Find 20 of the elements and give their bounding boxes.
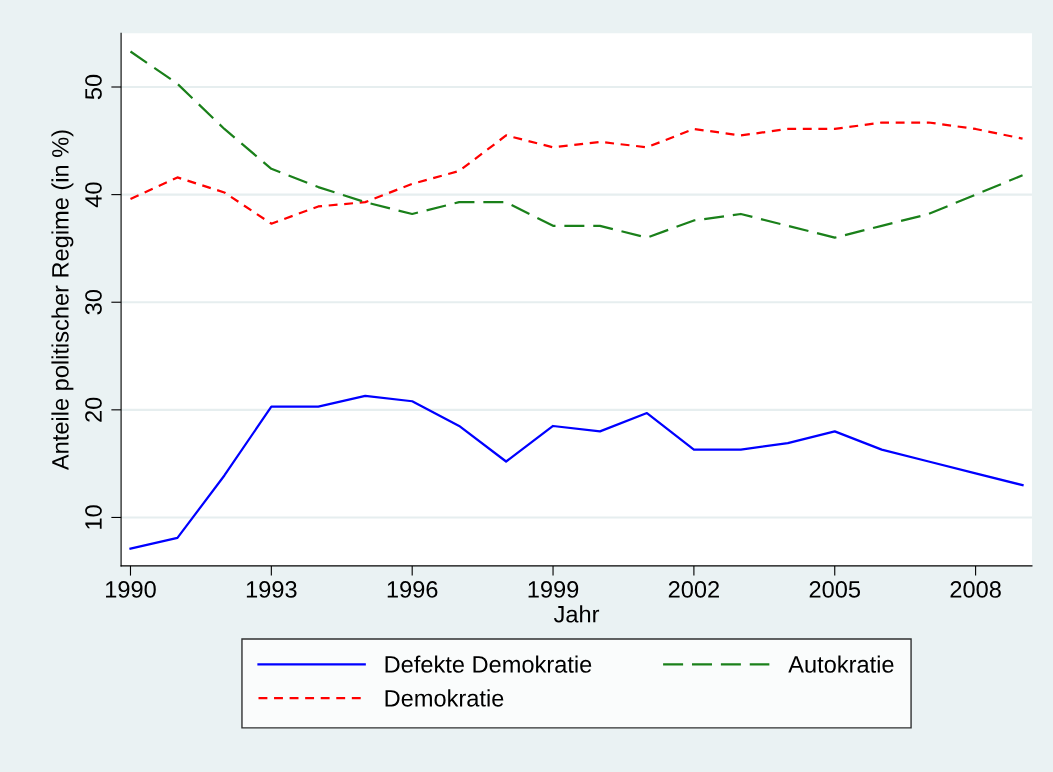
- line-series: [129, 50, 1024, 239]
- legend-label: Demokratie: [385, 689, 504, 707]
- legend-label: Defekte Demokratie: [385, 655, 592, 673]
- y-tick-label: 10: [85, 505, 102, 529]
- x-tick-label: 2005: [809, 581, 861, 598]
- x-tick-label: 1999: [528, 581, 579, 598]
- x-axis-title: Jahr: [553, 605, 600, 623]
- y-tick-label: 30: [85, 290, 102, 315]
- y-tick-label: 20: [85, 397, 102, 422]
- x-tick-label: 1993: [246, 581, 297, 598]
- line-series: [129, 394, 1024, 550]
- x-tick-label: 2008: [950, 581, 1001, 598]
- x-tick-label: 1990: [106, 581, 156, 598]
- legend-label: Autokratie: [788, 655, 894, 673]
- y-tick-label: 50: [85, 74, 102, 100]
- y-axis-title: Anteile politischer Regime (in %): [51, 130, 74, 471]
- line-series: [129, 121, 1024, 225]
- y-tick-label: 40: [85, 182, 102, 208]
- x-tick-label: 1996: [387, 581, 438, 598]
- x-tick-label: 2002: [668, 581, 719, 598]
